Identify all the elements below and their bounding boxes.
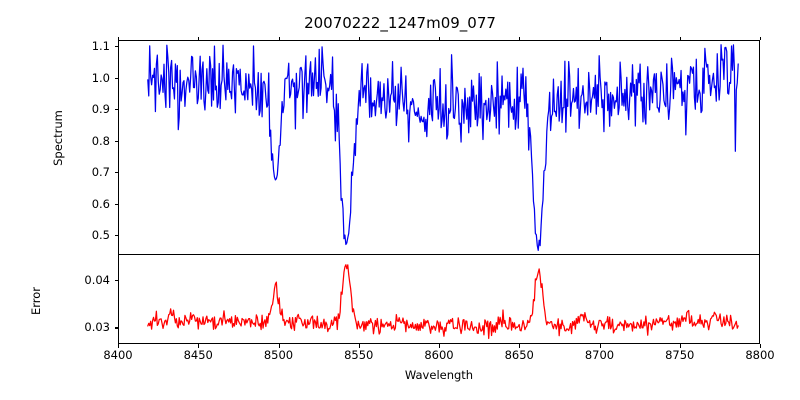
wavelength-tick-label: 8550 (344, 348, 374, 362)
spectrum-ytick-mark (114, 109, 118, 111)
wavelength-tick-label: 8400 (103, 348, 133, 362)
wavelength-tick-mark (358, 344, 360, 348)
wavelength-tick-mark-top (278, 36, 280, 40)
spectrum-ytick-mark (114, 172, 118, 174)
wavelength-tick-mark-top (760, 36, 762, 40)
wavelength-tick-mark (278, 344, 280, 348)
wavelength-tick-mark (760, 344, 762, 348)
spectrum-ytick-mark (114, 46, 118, 48)
wavelength-tick-mark (118, 344, 120, 348)
wavelength-tick-mark-top (599, 36, 601, 40)
error-ytick-mark (114, 280, 118, 282)
spectrum-ytick-label: 0.5 (91, 228, 110, 243)
wavelength-tick-label: 8650 (504, 348, 534, 362)
wavelength-tick-label: 8500 (263, 348, 294, 362)
wavelength-tick-mark-top (519, 36, 521, 40)
spectrum-plot-area (147, 44, 739, 251)
wavelength-tick-label: 8800 (745, 348, 775, 362)
wavelength-tick-mark-top (679, 36, 681, 40)
wavelength-tick-mark-top (198, 36, 200, 40)
figure-title: 20070222_1247m09_077 (304, 14, 496, 32)
wavelength-tick-label: 8450 (183, 348, 213, 362)
wavelength-tick-label: 8600 (424, 348, 454, 362)
spectrum-panel (118, 40, 760, 254)
wavelength-tick-mark (679, 344, 681, 348)
spectrum-ytick-label: 0.8 (91, 133, 110, 148)
wavelength-tick-mark (519, 344, 521, 348)
spectrum-ytick-mark (114, 140, 118, 142)
error-axis-label: Error (29, 286, 43, 316)
spectrum-ytick-label: 0.6 (91, 196, 110, 211)
error-panel (118, 254, 760, 344)
wavelength-tick-mark-top (358, 36, 360, 40)
wavelength-tick-mark-top (439, 36, 441, 40)
error-ytick-mark (114, 327, 118, 329)
wavelength-tick-label: 8700 (584, 348, 615, 362)
wavelength-axis-label: Wavelength (404, 368, 474, 382)
wavelength-tick-mark (198, 344, 200, 348)
wavelength-tick-mark (599, 344, 601, 348)
spectrum-ytick-label: 1.1 (91, 39, 110, 54)
wavelength-tick-mark-top (118, 36, 120, 40)
spectrum-ytick-label: 0.7 (91, 165, 110, 180)
wavelength-tick-mark (439, 344, 441, 348)
error-plot-area (147, 264, 739, 340)
spectrum-ytick-mark (114, 77, 118, 79)
spectrum-ytick-mark (114, 235, 118, 237)
error-ytick-label: 0.04 (84, 273, 110, 288)
error-ytick-label: 0.03 (84, 320, 110, 335)
spectrum-ytick-label: 1.0 (91, 70, 110, 85)
wavelength-tick-label: 8750 (665, 348, 695, 362)
spectrum-ytick-mark (114, 203, 118, 205)
spectrum-ytick-label: 0.9 (91, 102, 110, 117)
